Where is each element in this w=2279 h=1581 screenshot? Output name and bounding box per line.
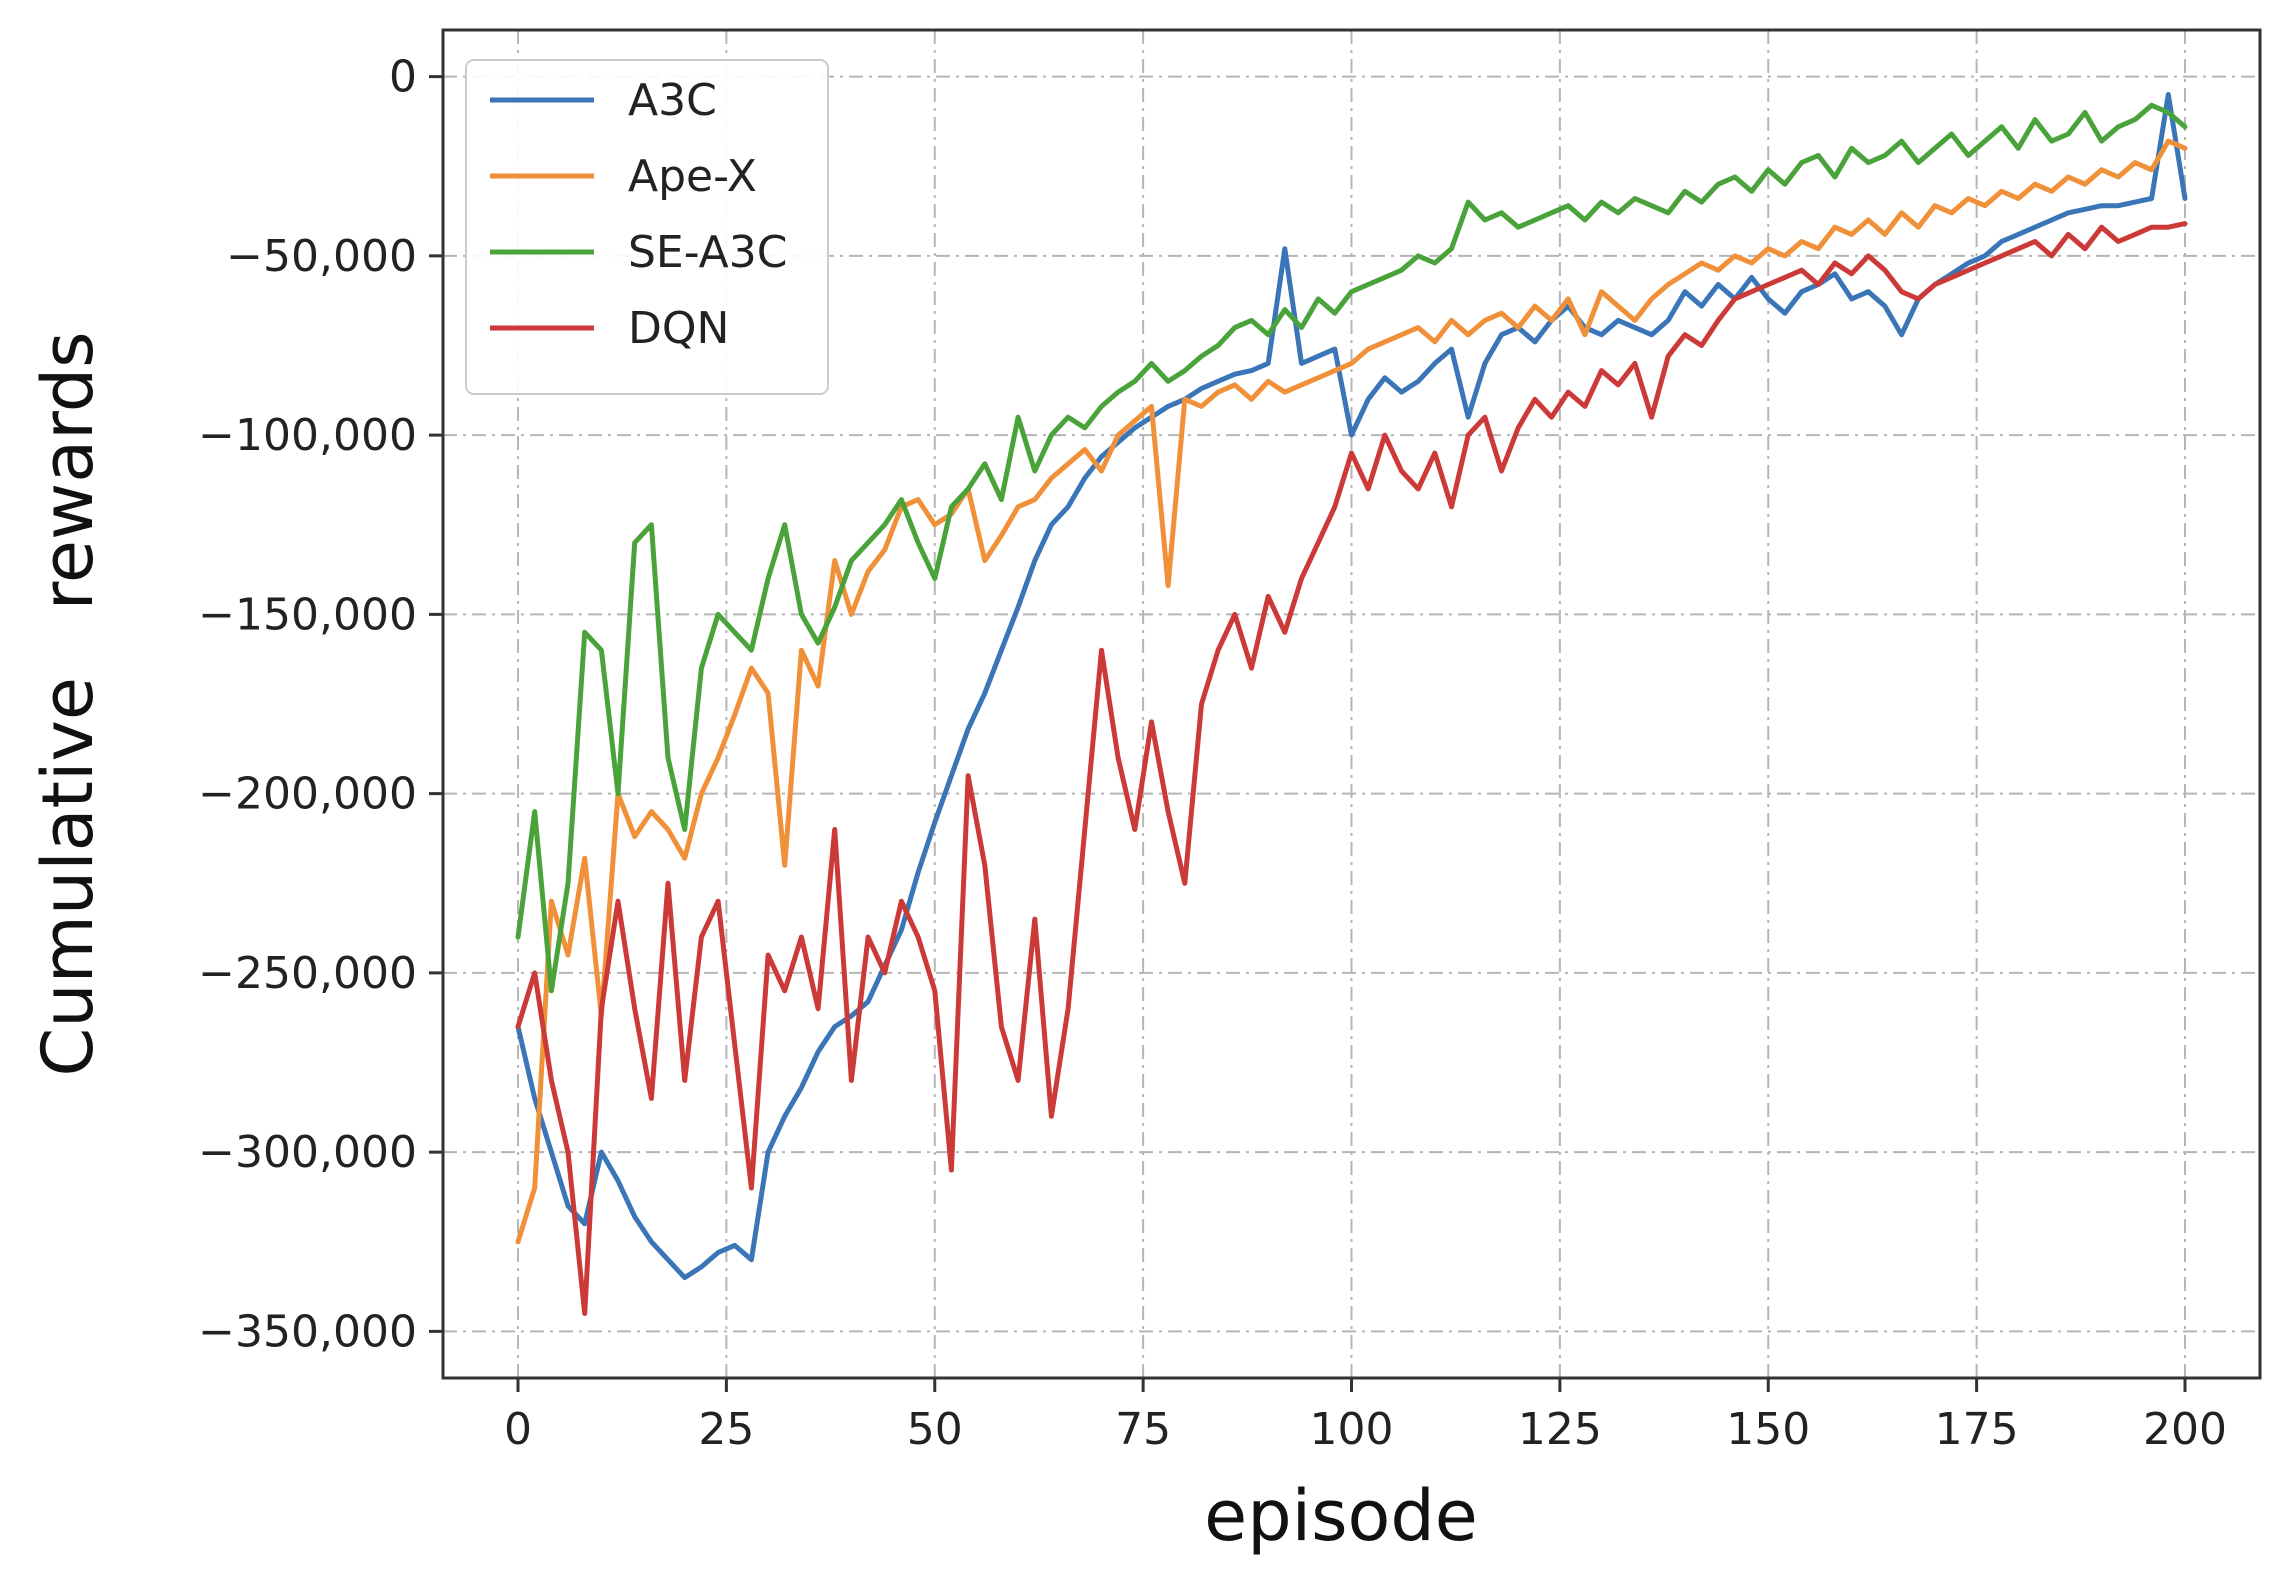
y-axis-ticks: 0 −50,000 −100,000 −150,000 −200,000 −250,000… — [198, 52, 443, 1357]
legend-label: Ape-X — [628, 151, 757, 202]
series-line-ape-x — [515, 138, 2188, 1245]
x-tick-label: 25 — [698, 1404, 754, 1455]
y-tick-label: −250,000 — [198, 948, 417, 999]
x-tick-label: 175 — [1935, 1404, 2019, 1455]
y-tick-label: −100,000 — [198, 410, 417, 461]
y-axis-title: Cumulative rewards — [27, 331, 109, 1076]
series-line-dqn — [515, 221, 2188, 1316]
x-tick-label: 125 — [1518, 1404, 1602, 1455]
x-tick-label: 75 — [1115, 1404, 1171, 1455]
legend-label: A3C — [628, 75, 717, 126]
y-tick-label: −150,000 — [198, 589, 417, 640]
grid — [443, 30, 2260, 1378]
y-tick-label: −50,000 — [226, 231, 417, 282]
y-tick-label: −200,000 — [198, 769, 417, 820]
x-axis-title: episode — [1204, 1475, 1478, 1557]
legend-label: SE-A3C — [628, 227, 787, 278]
series-line-se-a3c — [515, 102, 2188, 994]
y-tick-label: −300,000 — [198, 1127, 417, 1178]
x-tick-label: 100 — [1310, 1404, 1394, 1455]
y-tick-label: 0 — [389, 52, 417, 103]
x-tick-label: 0 — [504, 1404, 532, 1455]
y-tick-label: −350,000 — [198, 1306, 417, 1357]
series-line-a3c — [515, 92, 2188, 1281]
legend-box — [465, 59, 829, 395]
x-axis-ticks: 0 25 50 75 100 125 150 175 200 — [504, 1378, 2227, 1455]
legend: A3C Ape-X SE-A3C DQN — [465, 59, 829, 395]
x-tick-label: 200 — [2143, 1404, 2227, 1455]
x-tick-label: 150 — [1726, 1404, 1810, 1455]
x-tick-label: 50 — [907, 1404, 963, 1455]
series-lines — [515, 92, 2188, 1316]
legend-label: DQN — [628, 303, 729, 354]
